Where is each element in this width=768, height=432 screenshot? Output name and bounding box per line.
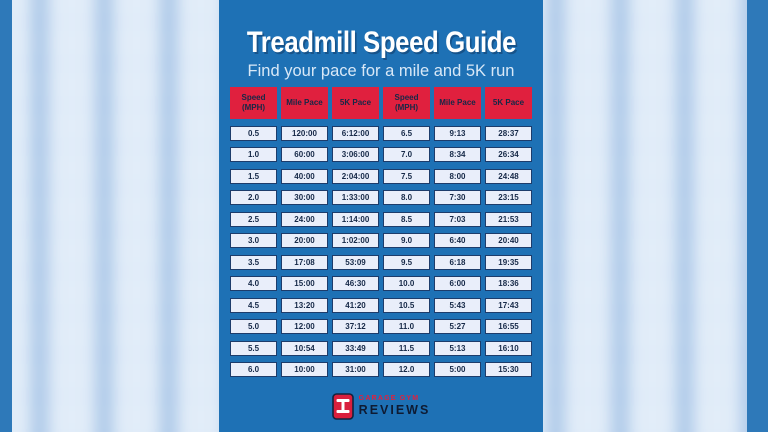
table-cell: 5:27 (434, 319, 481, 334)
right-edge-strip (747, 0, 768, 432)
table-cell: 5.5 (230, 340, 277, 356)
infographic-card: Treadmill Speed Guide Find your pace for… (219, 0, 543, 432)
table-cell: 37:12 (332, 319, 379, 334)
table-cell: 46:30 (332, 276, 379, 291)
table-cell: 120:00 (281, 125, 328, 141)
table-cell: 2:04:00 (332, 168, 379, 184)
table-cell: 17:43 (485, 297, 532, 313)
table-cell: 10.0 (383, 276, 430, 291)
table-cell: 53:09 (332, 254, 379, 270)
table-cell: 8:00 (434, 168, 481, 184)
table-cell: 21:53 (485, 211, 532, 227)
header-cell: 5K Pace (332, 87, 379, 119)
table-cell: 2.0 (230, 190, 277, 205)
table-cell: 1:02:00 (332, 233, 379, 248)
brand-name-top: GARAGE GYM (358, 395, 420, 403)
brand-name-bottom: REVIEWS (358, 403, 431, 418)
brand-logo: GARAGE GYM REVIEWS (219, 393, 543, 420)
table-cell: 4.5 (230, 297, 277, 313)
page-subtitle: Find your pace for a mile and 5K run (247, 61, 515, 80)
header-cell: Mile Pace (434, 87, 481, 119)
table-cell: 6.0 (230, 362, 277, 377)
table-cell: 20:00 (281, 233, 328, 248)
table-cell: 5:13 (434, 340, 481, 356)
table-cell: 8.5 (383, 211, 430, 227)
table-cell: 1.0 (230, 147, 277, 162)
pace-table: Speed (MPH) Mile Pace 5K Pace Speed (MPH) Mi… (230, 87, 532, 377)
table-cell: 6:12:00 (332, 125, 379, 141)
table-cell: 5.0 (230, 319, 277, 334)
table-cell: 0.5 (230, 125, 277, 141)
table-cell: 1:33:00 (332, 190, 379, 205)
left-edge-strip (0, 0, 12, 432)
table-cell: 15:30 (485, 362, 532, 377)
brand-text: GARAGE GYM REVIEWS (359, 395, 431, 417)
table-cell: 60:00 (281, 147, 328, 162)
table-cell: 10:00 (281, 362, 328, 377)
table-cell: 26:34 (485, 147, 532, 162)
table-cell: 6:40 (434, 233, 481, 248)
table-cell: 8.0 (383, 190, 430, 205)
table-cell: 12.0 (383, 362, 430, 377)
table-cell: 1:14:00 (332, 211, 379, 227)
table-cell: 1.5 (230, 168, 277, 184)
table-cell: 41:20 (332, 297, 379, 313)
barbell-icon (331, 393, 354, 420)
table-cell: 12:00 (281, 319, 328, 334)
table-cell: 4.0 (230, 276, 277, 291)
table-cell: 11.0 (383, 319, 430, 334)
table-cell: 5:00 (434, 362, 481, 377)
table-cell: 13:20 (281, 297, 328, 313)
table-cell: 19:35 (485, 254, 532, 270)
table-cell: 6:00 (434, 276, 481, 291)
header-cell: 5K Pace (485, 87, 532, 119)
table-cell: 9:13 (434, 125, 481, 141)
table-cell: 5:43 (434, 297, 481, 313)
table-cell: 28:37 (485, 125, 532, 141)
table-cell: 3.5 (230, 254, 277, 270)
table-cell: 9.0 (383, 233, 430, 248)
table-cell: 31:00 (332, 362, 379, 377)
table-cell: 40:00 (281, 168, 328, 184)
table-cell: 10.5 (383, 297, 430, 313)
table-cell: 30:00 (281, 190, 328, 205)
table-cell: 7.5 (383, 168, 430, 184)
header-cell: Speed (MPH) (230, 87, 277, 119)
table-cell: 24:48 (485, 168, 532, 184)
table-cell: 16:55 (485, 319, 532, 334)
table-cell: 8:34 (434, 147, 481, 162)
table-cell: 18:36 (485, 276, 532, 291)
table-cell: 10:54 (281, 340, 328, 356)
table-cell: 6.5 (383, 125, 430, 141)
table-cell: 11.5 (383, 340, 430, 356)
table-cell: 9.5 (383, 254, 430, 270)
table-cell: 15:00 (281, 276, 328, 291)
table-cell: 7:03 (434, 211, 481, 227)
table-cell: 6:18 (434, 254, 481, 270)
table-cell: 17:08 (281, 254, 328, 270)
table-cell: 16:10 (485, 340, 532, 356)
table-cell: 24:00 (281, 211, 328, 227)
table-cell: 2.5 (230, 211, 277, 227)
table-cell: 3.0 (230, 233, 277, 248)
table-cell: 33:49 (332, 340, 379, 356)
page-title: Treadmill Speed Guide (219, 23, 543, 60)
header-cell: Mile Pace (281, 87, 328, 119)
table-cell: 7:30 (434, 190, 481, 205)
table-cell: 7.0 (383, 147, 430, 162)
table-cell: 23:15 (485, 190, 532, 205)
page-title-text: Treadmill Speed Guide (246, 26, 516, 60)
table-cell: 20:40 (485, 233, 532, 248)
table-cell: 3:06:00 (332, 147, 379, 162)
header-cell: Speed (MPH) (383, 87, 430, 119)
